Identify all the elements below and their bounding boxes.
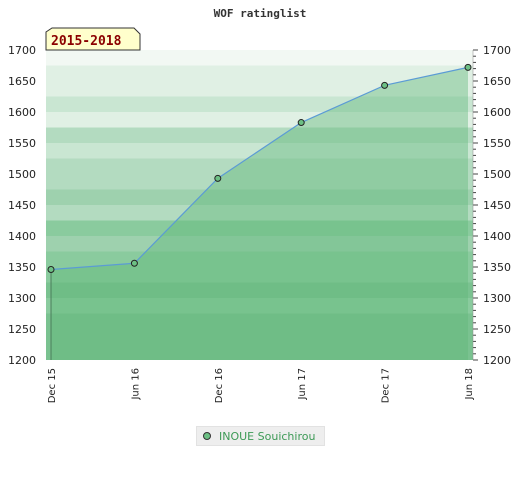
- data-point: [130, 259, 138, 267]
- data-point: [464, 63, 472, 71]
- legend[interactable]: INOUE Souichirou: [196, 426, 325, 446]
- grid-band: [46, 282, 473, 298]
- y-tick-label-right: 1250: [483, 323, 511, 336]
- y-tick-label-right: 1550: [483, 137, 511, 150]
- y-tick-label-right: 1400: [483, 230, 511, 243]
- grid-band: [46, 344, 473, 360]
- grid-band: [46, 236, 473, 252]
- y-tick-label-left: 1400: [8, 230, 36, 243]
- y-tick-label-left: 1250: [8, 323, 36, 336]
- x-tick-label: Jun 17: [297, 368, 308, 401]
- grid-band: [46, 158, 473, 174]
- y-tick-label-left: 1350: [8, 261, 36, 274]
- grid-band: [46, 81, 473, 97]
- grid-band: [46, 298, 473, 314]
- legend-marker: [203, 432, 211, 440]
- grid-band: [46, 50, 473, 66]
- legend-label: INOUE Souichirou: [219, 429, 316, 443]
- y-tick-label-left: 1200: [8, 354, 36, 367]
- y-tick-label-left: 1600: [8, 106, 36, 119]
- y-tick-label-left: 1500: [8, 168, 36, 181]
- grid-band: [46, 96, 473, 112]
- grid-band: [46, 267, 473, 283]
- y-tick-label-left: 1550: [8, 137, 36, 150]
- grid-band: [46, 329, 473, 345]
- data-point: [381, 81, 389, 89]
- x-tick-label: Dec 17: [381, 368, 392, 403]
- grid-band: [46, 174, 473, 190]
- y-tick-label-left: 1650: [8, 75, 36, 88]
- grid-band: [46, 127, 473, 143]
- grid-band: [46, 189, 473, 205]
- grid-band: [46, 112, 473, 128]
- x-tick-label: Dec 15: [47, 368, 58, 403]
- chart-title: WOF ratinglist: [214, 7, 307, 20]
- data-point: [297, 119, 305, 127]
- y-tick-label-right: 1300: [483, 292, 511, 305]
- grid-band: [46, 251, 473, 267]
- y-tick-label-right: 1500: [483, 168, 511, 181]
- x-tick-label: Dec 16: [214, 368, 225, 403]
- y-tick-label-right: 1650: [483, 75, 511, 88]
- y-tick-label-right: 1450: [483, 199, 511, 212]
- series-line: [50, 66, 469, 271]
- grid-band: [46, 205, 473, 221]
- y-tick-label-right: 1200: [483, 354, 511, 367]
- x-tick-label: Jun 18: [464, 368, 475, 401]
- period-label: 2015-2018: [51, 34, 122, 49]
- y-tick-label-right: 1600: [483, 106, 511, 119]
- y-tick-label-left: 1450: [8, 199, 36, 212]
- series-area: [51, 67, 468, 361]
- grid-band: [46, 313, 473, 329]
- data-point: [214, 174, 222, 182]
- grid-band: [46, 65, 473, 81]
- data-point: [47, 265, 55, 273]
- x-tick-label: Jun 16: [130, 368, 141, 401]
- y-tick-label-left: 1700: [8, 44, 36, 57]
- grid-band: [46, 220, 473, 236]
- y-tick-label-left: 1300: [8, 292, 36, 305]
- y-tick-label-right: 1350: [483, 261, 511, 274]
- y-tick-label-right: 1700: [483, 44, 511, 57]
- period-box: [45, 27, 141, 51]
